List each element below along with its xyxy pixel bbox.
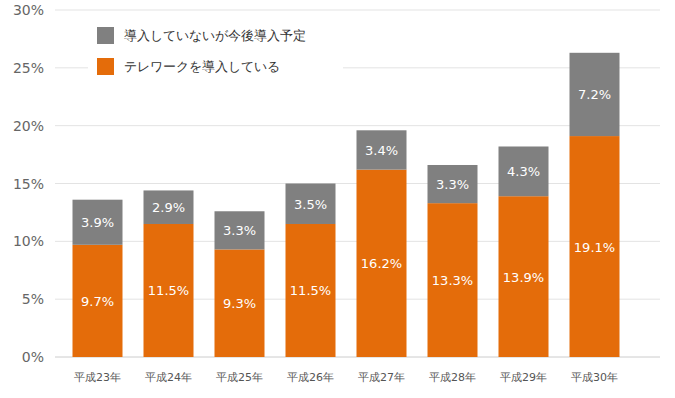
y-axis <box>55 10 56 357</box>
bar-segment <box>286 224 336 357</box>
data-label: 19.1% <box>574 240 615 255</box>
bar-segment <box>570 53 620 136</box>
data-label: 11.5% <box>290 283 331 298</box>
y-tick-label: 30% <box>13 2 44 18</box>
x-tick-label: 平成27年 <box>358 371 405 384</box>
data-label: 3.9% <box>81 215 114 230</box>
bar-segment <box>499 146 549 196</box>
x-tick-label: 平成26年 <box>287 371 334 384</box>
data-label: 13.9% <box>503 270 544 285</box>
data-label: 3.3% <box>223 223 256 238</box>
x-tick-label: 平成24年 <box>145 371 192 384</box>
grid-line <box>55 125 660 126</box>
bar-segment <box>357 130 407 169</box>
x-tick-label: 平成29年 <box>500 371 547 384</box>
legend-background <box>88 20 343 82</box>
bar-segment <box>73 245 123 357</box>
bar-segment <box>215 211 265 249</box>
x-tick-label: 平成23年 <box>74 371 121 384</box>
legend-label: 導入していないが今後導入予定 <box>124 28 306 43</box>
data-label: 13.3% <box>432 273 473 288</box>
bar-segment <box>144 224 194 357</box>
y-tick-label: 15% <box>13 176 44 192</box>
legend: 導入していないが今後導入予定テレワークを導入している <box>88 20 343 82</box>
bar-segment <box>428 203 478 357</box>
data-labels: 9.7% 3.9% 11.5% 2.9% 9.3% 3.3% 11.5% 3.5% 16.2% 3… <box>81 87 615 311</box>
legend-label: テレワークを導入している <box>124 59 280 74</box>
bar-segment <box>73 200 123 245</box>
x-tick-label: 平成30年 <box>571 371 618 384</box>
data-label: 3.4% <box>365 143 398 158</box>
grid-line <box>55 10 660 11</box>
x-tick-label: 平成25年 <box>216 371 263 384</box>
data-label: 7.2% <box>578 87 611 102</box>
data-label: 11.5% <box>148 283 189 298</box>
bar-segment <box>144 190 194 224</box>
x-tick-label: 平成28年 <box>429 371 476 384</box>
data-label: 2.9% <box>152 200 185 215</box>
bar-segment <box>428 165 478 203</box>
data-label: 4.3% <box>507 164 540 179</box>
data-label: 16.2% <box>361 256 402 271</box>
y-tick-label: 0% <box>22 349 44 365</box>
data-label: 9.3% <box>223 296 256 311</box>
data-label: 3.3% <box>436 177 469 192</box>
bar-segment <box>357 170 407 357</box>
data-label: 3.5% <box>294 197 327 212</box>
chart: 0% 5% 10% 15% 20% 25% 30% 9.7% 3.9% 11.5% 2.9% 9.3%… <box>0 0 675 398</box>
bars <box>73 53 620 357</box>
data-label: 9.7% <box>81 294 114 309</box>
bar-segment <box>215 249 265 357</box>
y-tick-label: 20% <box>13 118 44 134</box>
bar-segment <box>499 196 549 357</box>
bar-segment <box>286 184 336 224</box>
y-tick-label: 25% <box>13 60 44 76</box>
legend-swatch <box>97 27 114 44</box>
grid <box>55 10 660 357</box>
y-tick-label: 5% <box>22 291 44 307</box>
bar-segment <box>570 136 620 357</box>
legend-swatch <box>97 58 114 75</box>
y-tick-label: 10% <box>13 233 44 249</box>
